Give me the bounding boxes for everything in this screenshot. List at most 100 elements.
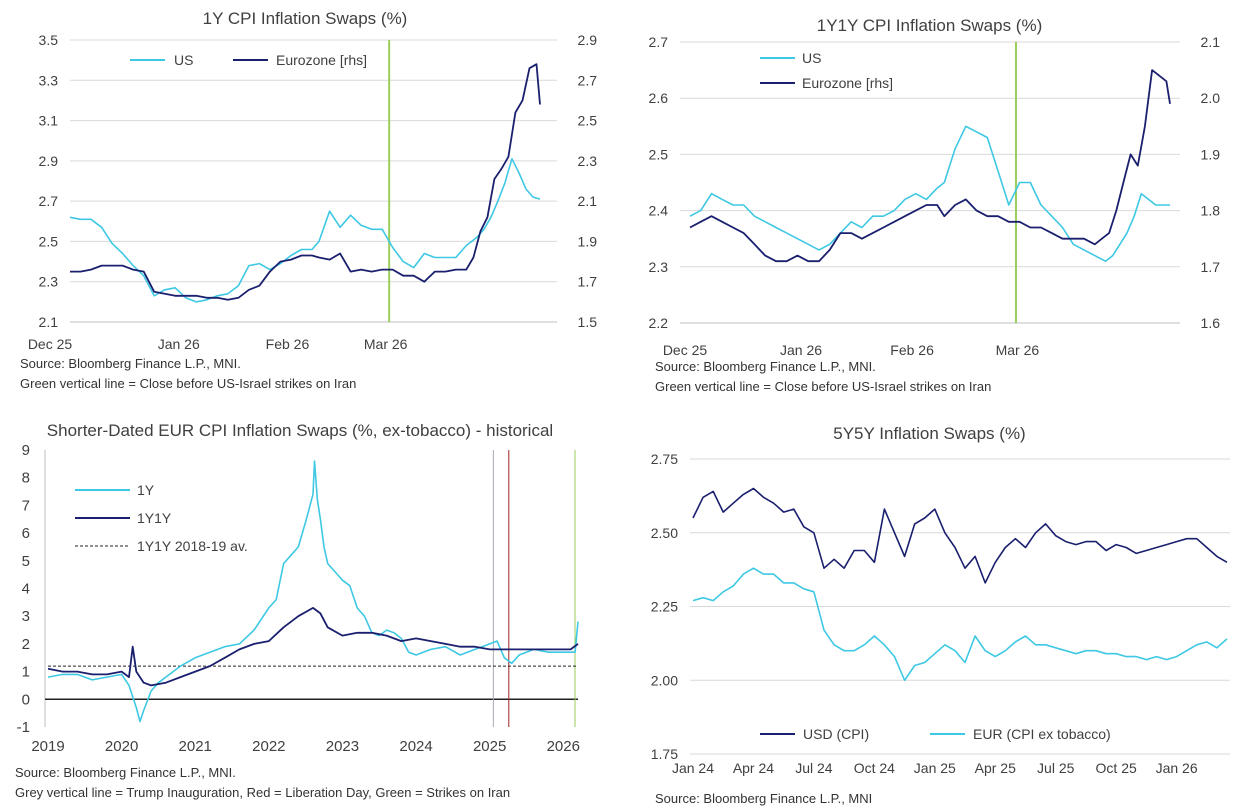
legend-label: US [174, 52, 193, 68]
series-line-1y [47, 460, 579, 723]
x-axis-tick-label: Jul 24 [795, 760, 833, 776]
chart-5y5y-swaps: 1.75 2.00 2.25 2.50 2.75 Jan 24 Apr 24 Jul 24 Oc… [651, 451, 1230, 776]
y-axis-tick-label: 2.5 [649, 146, 669, 162]
y-axis-tick-label: 2.2 [649, 315, 669, 331]
x-axis-tick-label: Oct 24 [854, 760, 895, 776]
x-axis-tick-label: Mar 26 [996, 342, 1040, 358]
y2-axis-tick-label: 1.7 [578, 274, 598, 290]
x-axis-tick-label: 2026 [547, 738, 580, 755]
chart-1y-cpi-swaps: 2.1 2.3 2.5 2.7 2.9 3.1 3.3 3.5 1.5 1.7 1.9 2.1 2.3 2… [28, 32, 598, 352]
y-axis-tick-label: 2.3 [39, 274, 59, 290]
legend-label: Eurozone [rhs] [802, 75, 893, 91]
y-axis-tick-label: 5 [22, 553, 30, 570]
x-axis-tick-label: 2025 [473, 738, 506, 755]
panel-1y1y-cpi-swaps: 1Y1Y CPI Inflation Swaps (%) 2.2 2.3 2.4 2.… [620, 0, 1239, 405]
series-line-us [69, 210, 446, 303]
panel-5y5y-swaps: 5Y5Y Inflation Swaps (%) 1.75 2.00 2.25 2.5… [620, 410, 1239, 812]
x-axis-tick-label: 2024 [399, 738, 432, 755]
x-axis-tick-label: Feb 26 [266, 336, 310, 352]
x-axis-tick-label: Oct 25 [1096, 760, 1137, 776]
y-axis-tick-label: 4 [22, 581, 30, 598]
x-axis-tick-label: Jan 26 [158, 336, 200, 352]
footnote: Green vertical line = Close before US-Is… [20, 376, 357, 391]
y2-axis-tick-label: 2.7 [578, 72, 598, 88]
y-axis-tick-label: 9 [22, 442, 30, 459]
y2-axis-tick-label: 2.5 [578, 113, 598, 129]
x-axis-tick-label: Dec 25 [663, 342, 708, 358]
legend-label: Eurozone [rhs] [276, 52, 367, 68]
legend-label: 1Y1Y 2018-19 av. [137, 538, 248, 554]
y2-axis-tick-label: 2.3 [578, 153, 598, 169]
chart-title: 1Y CPI Inflation Swaps (%) [202, 9, 408, 28]
y-axis-tick-label: 2.00 [651, 672, 678, 688]
x-axis-tick-label: Apr 24 [733, 760, 774, 776]
series-line-eur [692, 567, 1228, 682]
legend-label: USD (CPI) [803, 726, 869, 742]
x-axis-tick-label: Feb 26 [890, 342, 934, 358]
series-line-eurozone [689, 69, 1171, 263]
x-axis-tick-label: Jan 24 [672, 760, 714, 776]
source-note: Source: Bloomberg Finance L.P., MNI. [655, 359, 876, 374]
x-axis-tick-label: Mar 26 [364, 336, 408, 352]
y2-axis-tick-label: 1.7 [1201, 259, 1221, 275]
y2-axis-tick-label: 1.5 [578, 314, 598, 330]
x-axis-tick-label: 2021 [179, 738, 212, 755]
source-note: Source: Bloomberg Finance L.P., MNI. [20, 356, 241, 371]
chart-1y1y-cpi-swaps: 2.2 2.3 2.4 2.5 2.6 2.7 1.6 1.7 1.8 1.9 2.0 2.1 Dec … [649, 34, 1221, 358]
y2-axis-tick-label: 2.0 [1201, 90, 1221, 106]
x-axis-tick-label: 2020 [105, 738, 138, 755]
y-axis-tick-label: 2.9 [39, 153, 59, 169]
panel-historical-eur-swaps: Shorter-Dated EUR CPI Inflation Swaps (%… [0, 410, 610, 812]
legend-label: EUR (CPI ex tobacco) [973, 726, 1111, 742]
y-axis-tick-label: 6 [22, 525, 30, 542]
source-note: Source: Bloomberg Finance L.P., MNI. [15, 765, 236, 780]
series-line-us [689, 125, 1170, 262]
x-axis-tick-label: Dec 25 [28, 336, 73, 352]
y2-axis-tick-label: 1.9 [1201, 146, 1221, 162]
series-line-usd [692, 487, 1228, 584]
chart-title: 1Y1Y CPI Inflation Swaps (%) [816, 16, 1043, 35]
y2-axis-tick-label: 1.8 [1201, 203, 1221, 219]
y-axis-tick-label: 2.5 [39, 233, 59, 249]
y-axis-tick-label: 2.7 [649, 34, 669, 50]
legend-label: 1Y [137, 482, 155, 498]
legend-label: 1Y1Y [137, 510, 172, 526]
y2-axis-tick-label: 2.1 [1201, 34, 1221, 50]
y-axis-tick-label: 8 [22, 470, 30, 487]
x-axis-tick-label: Jan 26 [1156, 760, 1198, 776]
chart-title: 5Y5Y Inflation Swaps (%) [833, 424, 1026, 443]
y-axis-tick-label: 2.7 [39, 193, 59, 209]
y2-axis-tick-label: 1.9 [578, 233, 598, 249]
source-note: Source: Bloomberg Finance L.P., MNI [655, 791, 873, 806]
series-line-us-cont [445, 158, 541, 259]
y-axis-tick-label: 7 [22, 497, 30, 514]
y-axis-tick-label: 2.75 [651, 451, 678, 467]
panel-1y-cpi-swaps: 1Y CPI Inflation Swaps (%) 2.1 2.3 2.5 2.7 2… [0, 0, 610, 405]
y-axis-tick-label: 2.25 [651, 599, 678, 615]
y-axis-tick-label: 2.6 [649, 90, 669, 106]
y2-axis-tick-label: 2.1 [578, 193, 598, 209]
footnote: Green vertical line = Close before US-Is… [655, 379, 992, 394]
x-axis-tick-label: Jan 26 [780, 342, 822, 358]
y-axis-tick-label: 0 [22, 691, 30, 708]
x-axis-tick-label: 2023 [326, 738, 359, 755]
y-axis-tick-label: 1.75 [651, 746, 678, 762]
y-axis-tick-label: 2.3 [649, 259, 669, 275]
x-axis-tick-label: Jul 25 [1037, 760, 1075, 776]
x-axis-tick-label: 2022 [252, 738, 285, 755]
y-axis-tick-label: 3.1 [39, 113, 59, 129]
series-line-eurozone [70, 63, 541, 301]
y-axis-tick-label: -1 [17, 719, 30, 736]
x-axis-tick-label: Jan 25 [914, 760, 956, 776]
chart-title: Shorter-Dated EUR CPI Inflation Swaps (%… [46, 421, 554, 440]
y-axis-tick-label: 3 [22, 608, 30, 625]
y-axis-tick-label: 2.50 [651, 525, 678, 541]
chart-historical-eur-swaps: -1 0 1 2 3 4 5 6 7 8 9 2019 2020 2021 2022 2023 2024 2025… [17, 442, 580, 755]
y2-axis-tick-label: 1.6 [1201, 315, 1221, 331]
legend-label: US [802, 50, 821, 66]
x-axis-tick-label: 2019 [31, 738, 64, 755]
y-axis-tick-label: 2 [22, 636, 30, 653]
y-axis-tick-label: 3.3 [39, 72, 59, 88]
y2-axis-tick-label: 2.9 [578, 32, 598, 48]
y-axis-tick-label: 1 [22, 664, 30, 681]
